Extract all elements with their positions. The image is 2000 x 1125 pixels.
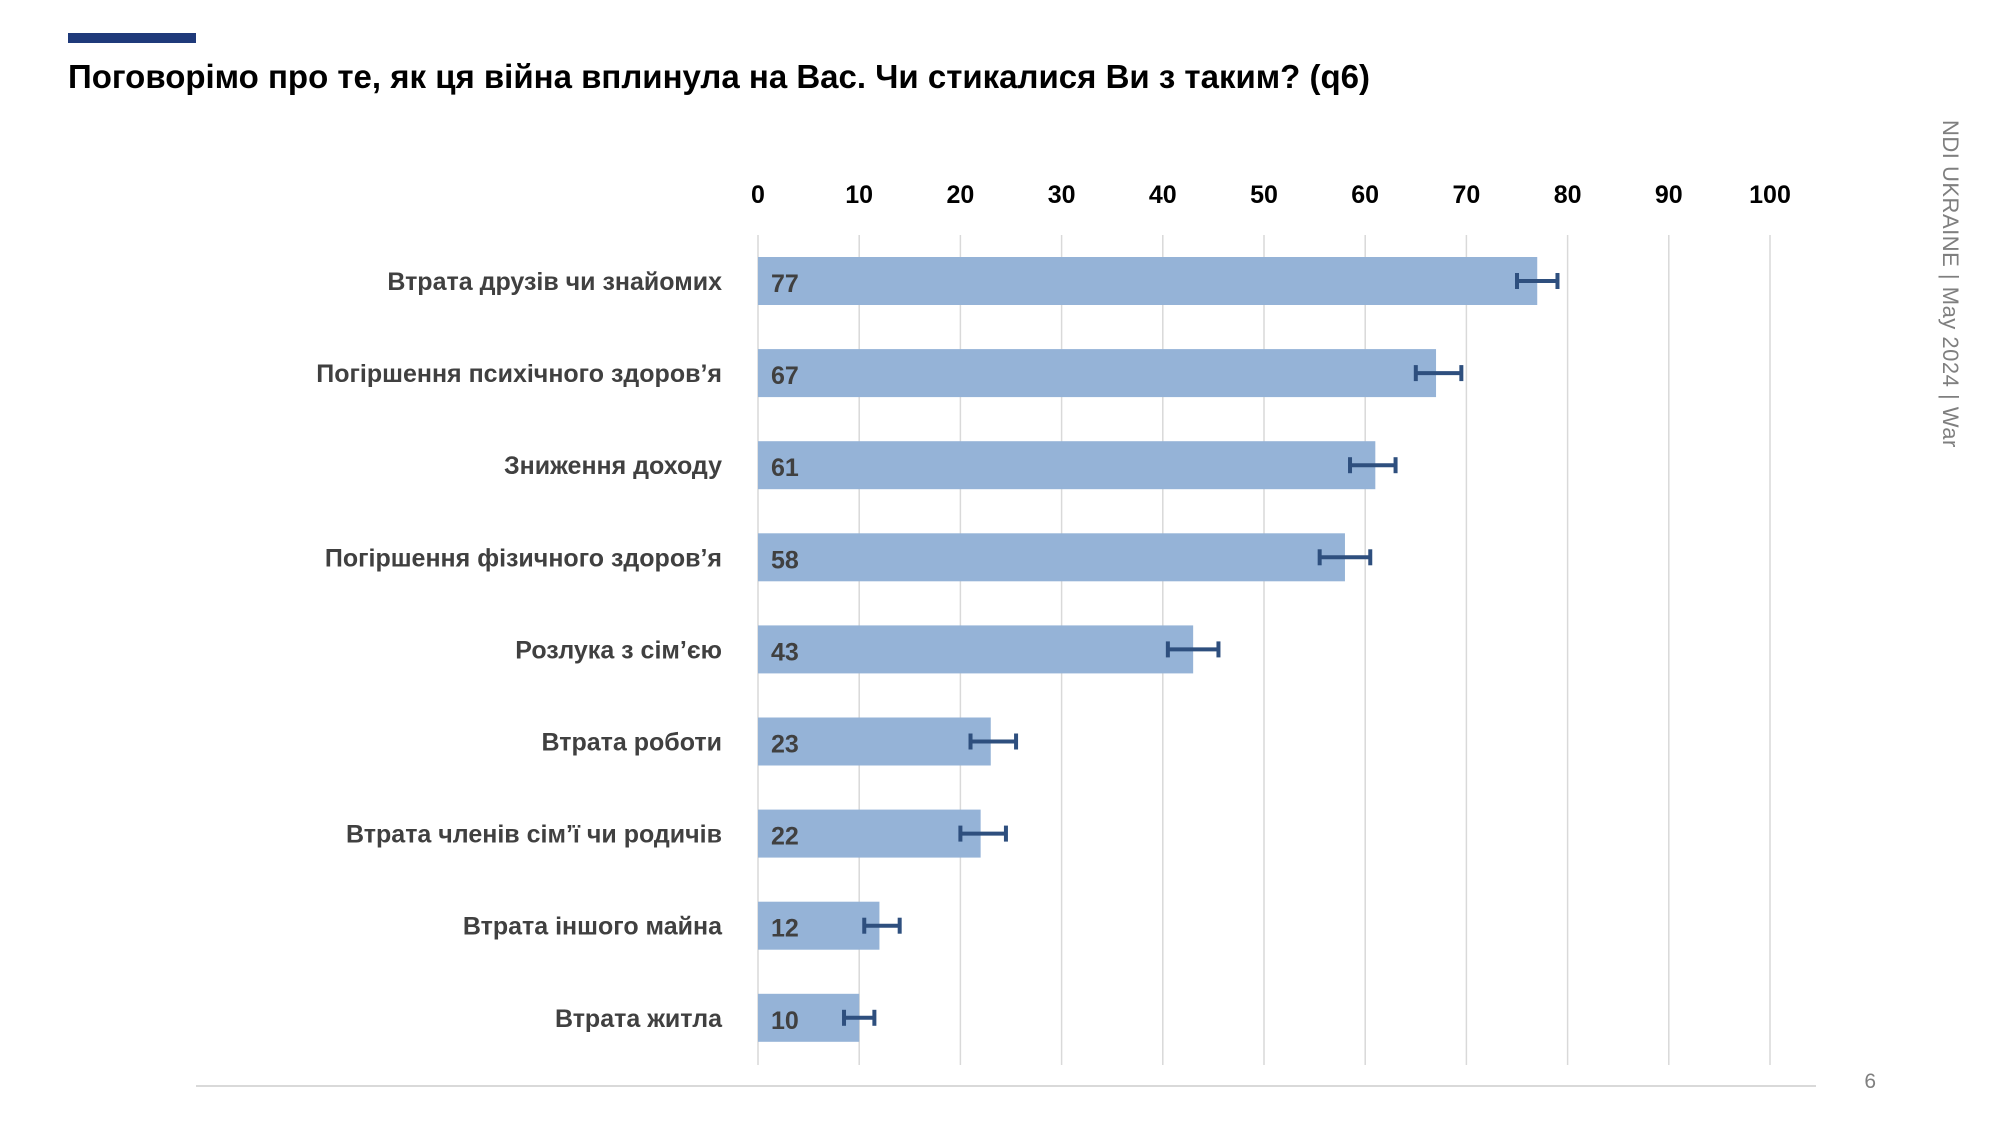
category-label: Розлука з сім’єю [515,636,722,664]
bar [758,901,880,950]
data-label: 67 [771,362,799,390]
category-label: Втрата житла [555,1005,723,1033]
data-label: 12 [771,915,799,943]
x-tick-label: 60 [1351,181,1379,209]
bar [758,625,1194,674]
bar [758,257,1538,305]
category-label: Втрата іншого майна [463,913,723,941]
data-label: 23 [771,731,799,759]
category-label: Втрата членів сім’ї чи родичів [346,821,722,849]
footer-line [196,1085,1816,1087]
data-label: 10 [771,1007,799,1035]
accent-bar [68,33,196,43]
x-tick-label: 20 [946,181,974,209]
data-label: 61 [771,454,799,482]
data-label: 22 [771,823,799,851]
x-tick-label: 100 [1749,181,1791,209]
data-label: 43 [771,638,799,666]
data-label: 58 [771,546,799,574]
bar [758,533,1345,582]
x-tick-label: 70 [1452,181,1480,209]
category-label: Втрата роботи [542,729,722,757]
category-label: Зниження доходу [504,452,722,480]
category-label: Погіршення фізичного здоров’я [325,544,722,572]
category-label: Втрата друзів чи знайомих [387,268,722,296]
x-tick-label: 0 [751,181,765,209]
x-tick-label: 40 [1149,181,1177,209]
data-label: 77 [771,270,799,298]
page-number: 6 [1864,1070,1876,1093]
x-tick-label: 90 [1655,181,1683,209]
x-tick-label: 50 [1250,181,1278,209]
slide-title: Поговорімо про те, як ця війна вплинула … [68,58,1370,95]
bar [758,809,981,858]
x-tick-label: 10 [845,181,873,209]
bar [758,441,1376,490]
category-label: Погіршення психічного здоров’я [316,360,722,388]
x-tick-label: 80 [1554,181,1582,209]
bar [758,349,1437,398]
bar [758,717,991,766]
x-tick-label: 30 [1048,181,1076,209]
